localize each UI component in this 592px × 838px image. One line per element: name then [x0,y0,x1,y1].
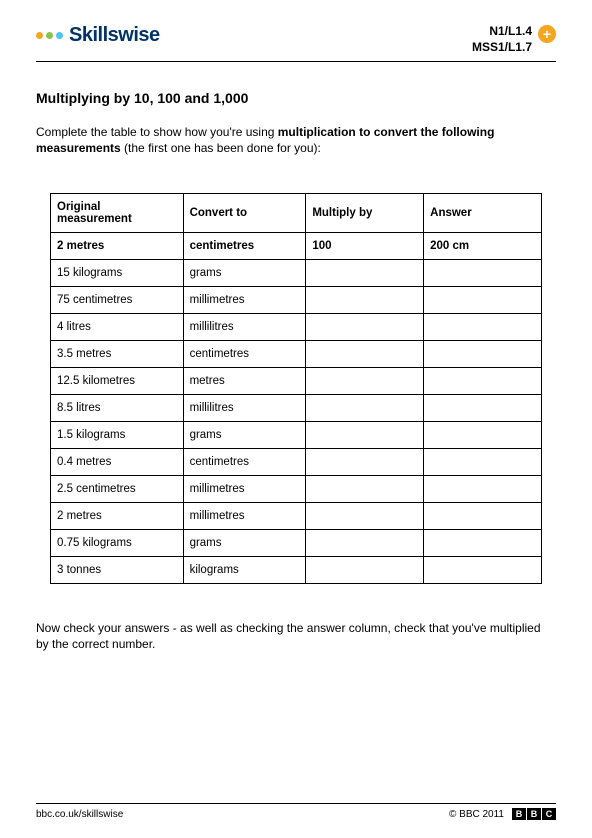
instruction-text: Complete the table to show how you're us… [36,124,556,156]
table-row: 2 metresmillimetres [51,502,542,529]
table-cell: 2 metres [51,232,184,259]
table-row: 0.4 metrescentimetres [51,448,542,475]
table-cell: grams [183,421,306,448]
table-cell [424,421,542,448]
table-cell: 8.5 litres [51,394,184,421]
table-cell: 2 metres [51,502,184,529]
table-cell: millimetres [183,286,306,313]
instruction-prefix: Complete the table to show how you're us… [36,125,278,139]
table-cell: 0.4 metres [51,448,184,475]
table-cell: 200 cm [424,232,542,259]
table-cell: kilograms [183,556,306,583]
table-cell: 2.5 centimetres [51,475,184,502]
footer-copyright: © BBC 2011 [449,809,504,820]
table-cell: 12.5 kilometres [51,367,184,394]
table-example-row: 2 metrescentimetres100200 cm [51,232,542,259]
reference-codes: N1/L1.4 MSS1/L1.7 [472,24,532,55]
table-cell [306,259,424,286]
table-row: 3 tonneskilograms [51,556,542,583]
worksheet-title: Multiplying by 10, 100 and 1,000 [36,90,556,106]
skillswise-logo: Skillswise [36,24,160,47]
page-header: Skillswise N1/L1.4 MSS1/L1.7 + [36,24,556,62]
table-header-cell: Multiply by [306,193,424,232]
table-cell: centimetres [183,448,306,475]
table-header-cell: Original measurement [51,193,184,232]
table-cell: millilitres [183,313,306,340]
logo-dot [46,32,53,39]
table-cell [306,448,424,475]
code-line: MSS1/L1.7 [472,40,532,56]
table-cell [306,529,424,556]
table-cell: 15 kilograms [51,259,184,286]
table-cell [424,475,542,502]
table-cell: 75 centimetres [51,286,184,313]
table-row: 0.75 kilogramsgrams [51,529,542,556]
table-row: 4 litresmillilitres [51,313,542,340]
table-cell [306,556,424,583]
table-cell: 1.5 kilograms [51,421,184,448]
table-cell: 100 [306,232,424,259]
table-cell: grams [183,529,306,556]
table-header-cell: Answer [424,193,542,232]
table-cell [424,556,542,583]
table-cell [424,286,542,313]
table-cell [424,259,542,286]
table-cell [424,502,542,529]
logo-text: Skillswise [69,24,160,47]
bbc-logo: B B C [512,808,556,820]
logo-dot [36,32,43,39]
table-row: 15 kilogramsgrams [51,259,542,286]
footer-right: © BBC 2011 B B C [449,808,556,820]
logo-dot [56,32,63,39]
table-cell: centimetres [183,340,306,367]
conversion-table: Original measurementConvert toMultiply b… [50,193,542,584]
table-cell: 3.5 metres [51,340,184,367]
footer-note: Now check your answers - as well as chec… [36,620,556,652]
table-row: 3.5 metrescentimetres [51,340,542,367]
table-cell: millimetres [183,502,306,529]
table-row: 8.5 litresmillilitres [51,394,542,421]
table-cell [424,367,542,394]
table-cell [424,340,542,367]
table-cell: 0.75 kilograms [51,529,184,556]
table-cell: grams [183,259,306,286]
table-cell: millimetres [183,475,306,502]
table-header-row: Original measurementConvert toMultiply b… [51,193,542,232]
table-cell: centimetres [183,232,306,259]
table-row: 1.5 kilogramsgrams [51,421,542,448]
instruction-suffix: (the first one has been done for you): [121,141,321,155]
table-cell: 3 tonnes [51,556,184,583]
code-line: N1/L1.4 [472,24,532,40]
logo-dots [36,32,63,39]
table-cell [306,421,424,448]
table-row: 2.5 centimetresmillimetres [51,475,542,502]
table-cell [306,394,424,421]
table-cell: millilitres [183,394,306,421]
table-row: 12.5 kilometresmetres [51,367,542,394]
bbc-letter: B [512,808,526,820]
table-cell [306,340,424,367]
bbc-letter: C [542,808,556,820]
table-header-cell: Convert to [183,193,306,232]
plus-icon: + [538,25,556,43]
table-cell [306,475,424,502]
footer-url: bbc.co.uk/skillswise [36,809,123,820]
table-cell: metres [183,367,306,394]
table-cell [306,313,424,340]
table-cell [306,286,424,313]
table-cell [306,502,424,529]
table-cell: 4 litres [51,313,184,340]
header-right: N1/L1.4 MSS1/L1.7 + [472,24,556,55]
table-cell [424,394,542,421]
table-row: 75 centimetresmillimetres [51,286,542,313]
table-cell [424,313,542,340]
bbc-letter: B [527,808,541,820]
page-footer: bbc.co.uk/skillswise © BBC 2011 B B C [36,803,556,820]
table-cell [424,448,542,475]
table-cell [424,529,542,556]
table-cell [306,367,424,394]
